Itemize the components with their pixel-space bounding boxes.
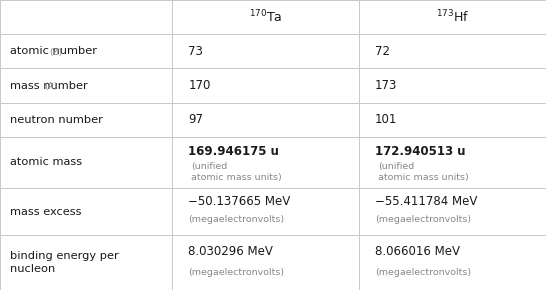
Text: −50.137665 MeV: −50.137665 MeV [188, 195, 290, 209]
Text: atomic mass: atomic mass [10, 157, 82, 167]
Text: 101: 101 [375, 113, 397, 126]
Text: (megaelectronvolts): (megaelectronvolts) [188, 215, 284, 224]
Text: 73: 73 [188, 45, 203, 58]
Text: $^{173}$Hf: $^{173}$Hf [436, 9, 469, 26]
Text: 72: 72 [375, 45, 390, 58]
Text: (Z): (Z) [50, 48, 63, 57]
Text: $^{170}$Ta: $^{170}$Ta [248, 9, 282, 26]
Text: (megaelectronvolts): (megaelectronvolts) [375, 215, 471, 224]
Text: 172.940513 u: 172.940513 u [375, 145, 466, 157]
Text: 170: 170 [188, 79, 211, 92]
Text: 8.030296 MeV: 8.030296 MeV [188, 245, 273, 258]
Text: neutron number: neutron number [10, 115, 103, 125]
Text: (megaelectronvolts): (megaelectronvolts) [188, 268, 284, 277]
Text: −55.411784 MeV: −55.411784 MeV [375, 195, 477, 209]
Text: mass number: mass number [10, 81, 87, 90]
Text: (unified
atomic mass units): (unified atomic mass units) [378, 162, 468, 182]
Text: 97: 97 [188, 113, 203, 126]
Text: (megaelectronvolts): (megaelectronvolts) [375, 268, 471, 277]
Text: mass excess: mass excess [10, 206, 81, 217]
Text: 8.066016 MeV: 8.066016 MeV [375, 245, 460, 258]
Text: 173: 173 [375, 79, 397, 92]
Text: (A): (A) [44, 82, 57, 91]
Text: (unified
atomic mass units): (unified atomic mass units) [191, 162, 282, 182]
Text: binding energy per
nucleon: binding energy per nucleon [10, 251, 118, 274]
Text: atomic number: atomic number [10, 46, 97, 56]
Text: 169.946175 u: 169.946175 u [188, 145, 279, 157]
